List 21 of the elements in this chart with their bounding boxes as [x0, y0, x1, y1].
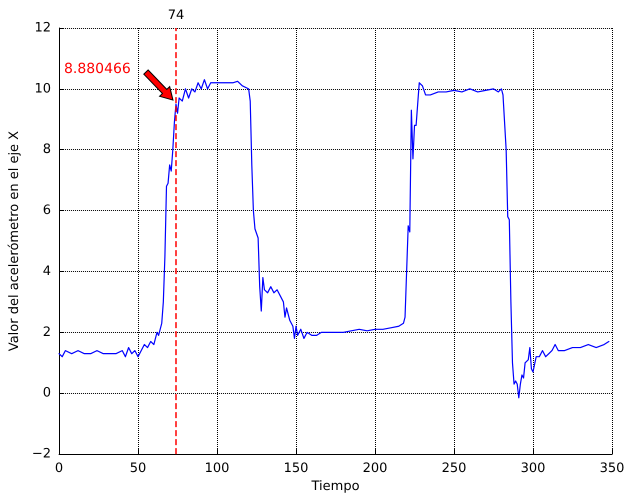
annotation: 8.880466 — [64, 61, 131, 77]
x-tick-label: 250 — [442, 461, 466, 476]
ref-line-label: 74 — [168, 8, 184, 23]
x-tick-label: 350 — [600, 461, 624, 476]
x-tick-label: 0 — [54, 461, 64, 476]
x-axis-title: Tiempo — [310, 479, 360, 494]
y-tick-label: 12 — [34, 20, 52, 36]
y-tick-label: 2 — [42, 324, 52, 340]
line-series — [58, 79, 610, 398]
y-tick-label: −2 — [32, 446, 52, 462]
x-tick-label: 200 — [362, 461, 388, 476]
y-tick-label: 8 — [42, 142, 52, 158]
y-axis-title: Valor del acelerómetro en el eje X — [7, 130, 22, 352]
x-tick-label: 100 — [204, 461, 230, 476]
y-tick-label: 10 — [34, 81, 52, 96]
x-tick-label: 300 — [520, 461, 546, 476]
x-tick-label: 150 — [284, 461, 308, 476]
x-tick-label: 50 — [130, 461, 146, 476]
y-tick-label: 4 — [42, 264, 52, 279]
y-tick-label: 6 — [42, 203, 52, 218]
y-tick-label: 0 — [42, 386, 52, 401]
